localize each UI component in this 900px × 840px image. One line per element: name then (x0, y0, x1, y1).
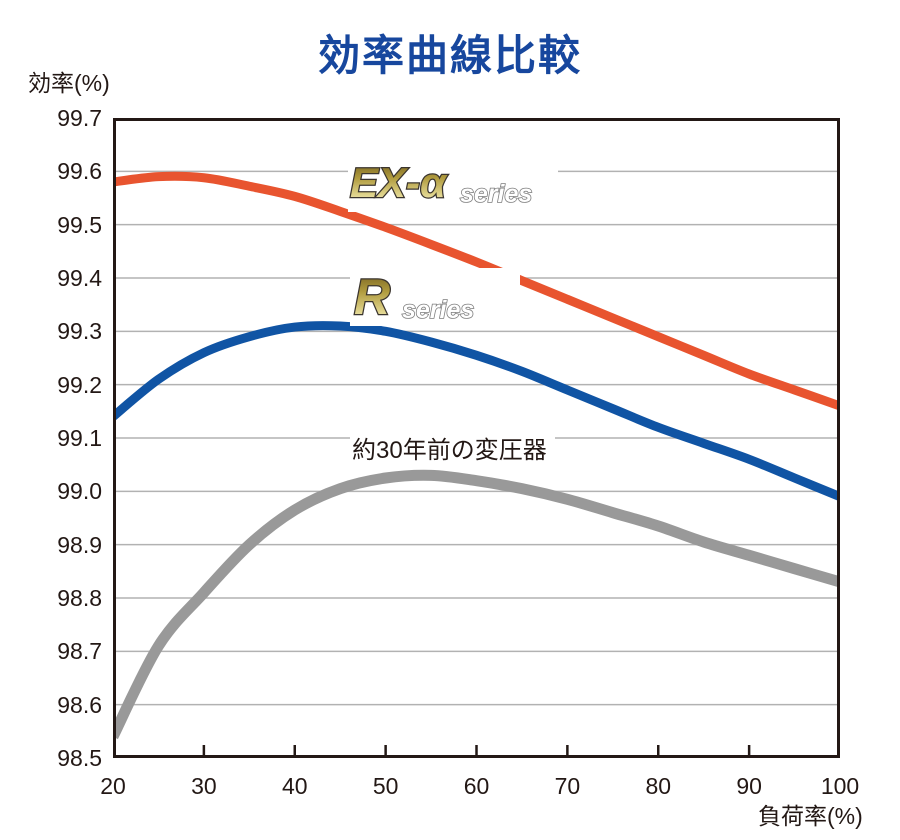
x-axis-title: 負荷率(%) (758, 803, 863, 829)
y-tick-label: 98.7 (57, 638, 102, 665)
r-logo-series-text: series (402, 296, 474, 324)
y-tick-label: 98.8 (57, 585, 102, 611)
y-tick-label: 99.3 (57, 318, 102, 345)
y-tick-label: 99.2 (57, 371, 102, 398)
x-tick-label: 80 (645, 773, 672, 799)
y-tick-label: 99.0 (57, 478, 102, 505)
curve-r-series (113, 321, 840, 501)
y-tick-label: 98.6 (57, 691, 102, 718)
page-title: 効率曲線比較 (317, 32, 582, 79)
curve-ex-α-series (113, 171, 840, 411)
ex-alpha-logo-text: EX-α (350, 159, 448, 206)
y-axis-title: 効率(%) (28, 70, 110, 96)
series-label-r: R series (350, 268, 520, 326)
r-logo-text: R (354, 269, 390, 325)
y-tick-label: 99.7 (57, 105, 102, 131)
y-tick-label: 99.5 (57, 211, 102, 238)
x-tick-label: 60 (463, 773, 490, 799)
x-tick-label: 30 (191, 773, 217, 799)
series-label-ex-alpha: EX-α series (348, 156, 558, 212)
x-tick-label: 90 (736, 773, 762, 799)
annotation-old-transformer: 約30年前の変圧器 (350, 430, 555, 465)
y-tick-label: 99.4 (57, 265, 102, 291)
y-tick-label: 98.5 (57, 745, 102, 771)
y-tick-label: 99.6 (57, 158, 102, 185)
ex-alpha-logo-series-text: series (460, 180, 532, 208)
x-tick-label: 100 (820, 773, 860, 799)
x-tick-label: 70 (554, 773, 581, 799)
x-tick-label: 50 (372, 773, 399, 799)
curve-約30年前の変圧器 (113, 469, 840, 740)
y-tick-label: 98.9 (57, 531, 102, 558)
x-tick-label: 40 (281, 773, 308, 799)
x-tick-label: 20 (100, 773, 126, 799)
y-tick-label: 99.1 (57, 425, 102, 451)
